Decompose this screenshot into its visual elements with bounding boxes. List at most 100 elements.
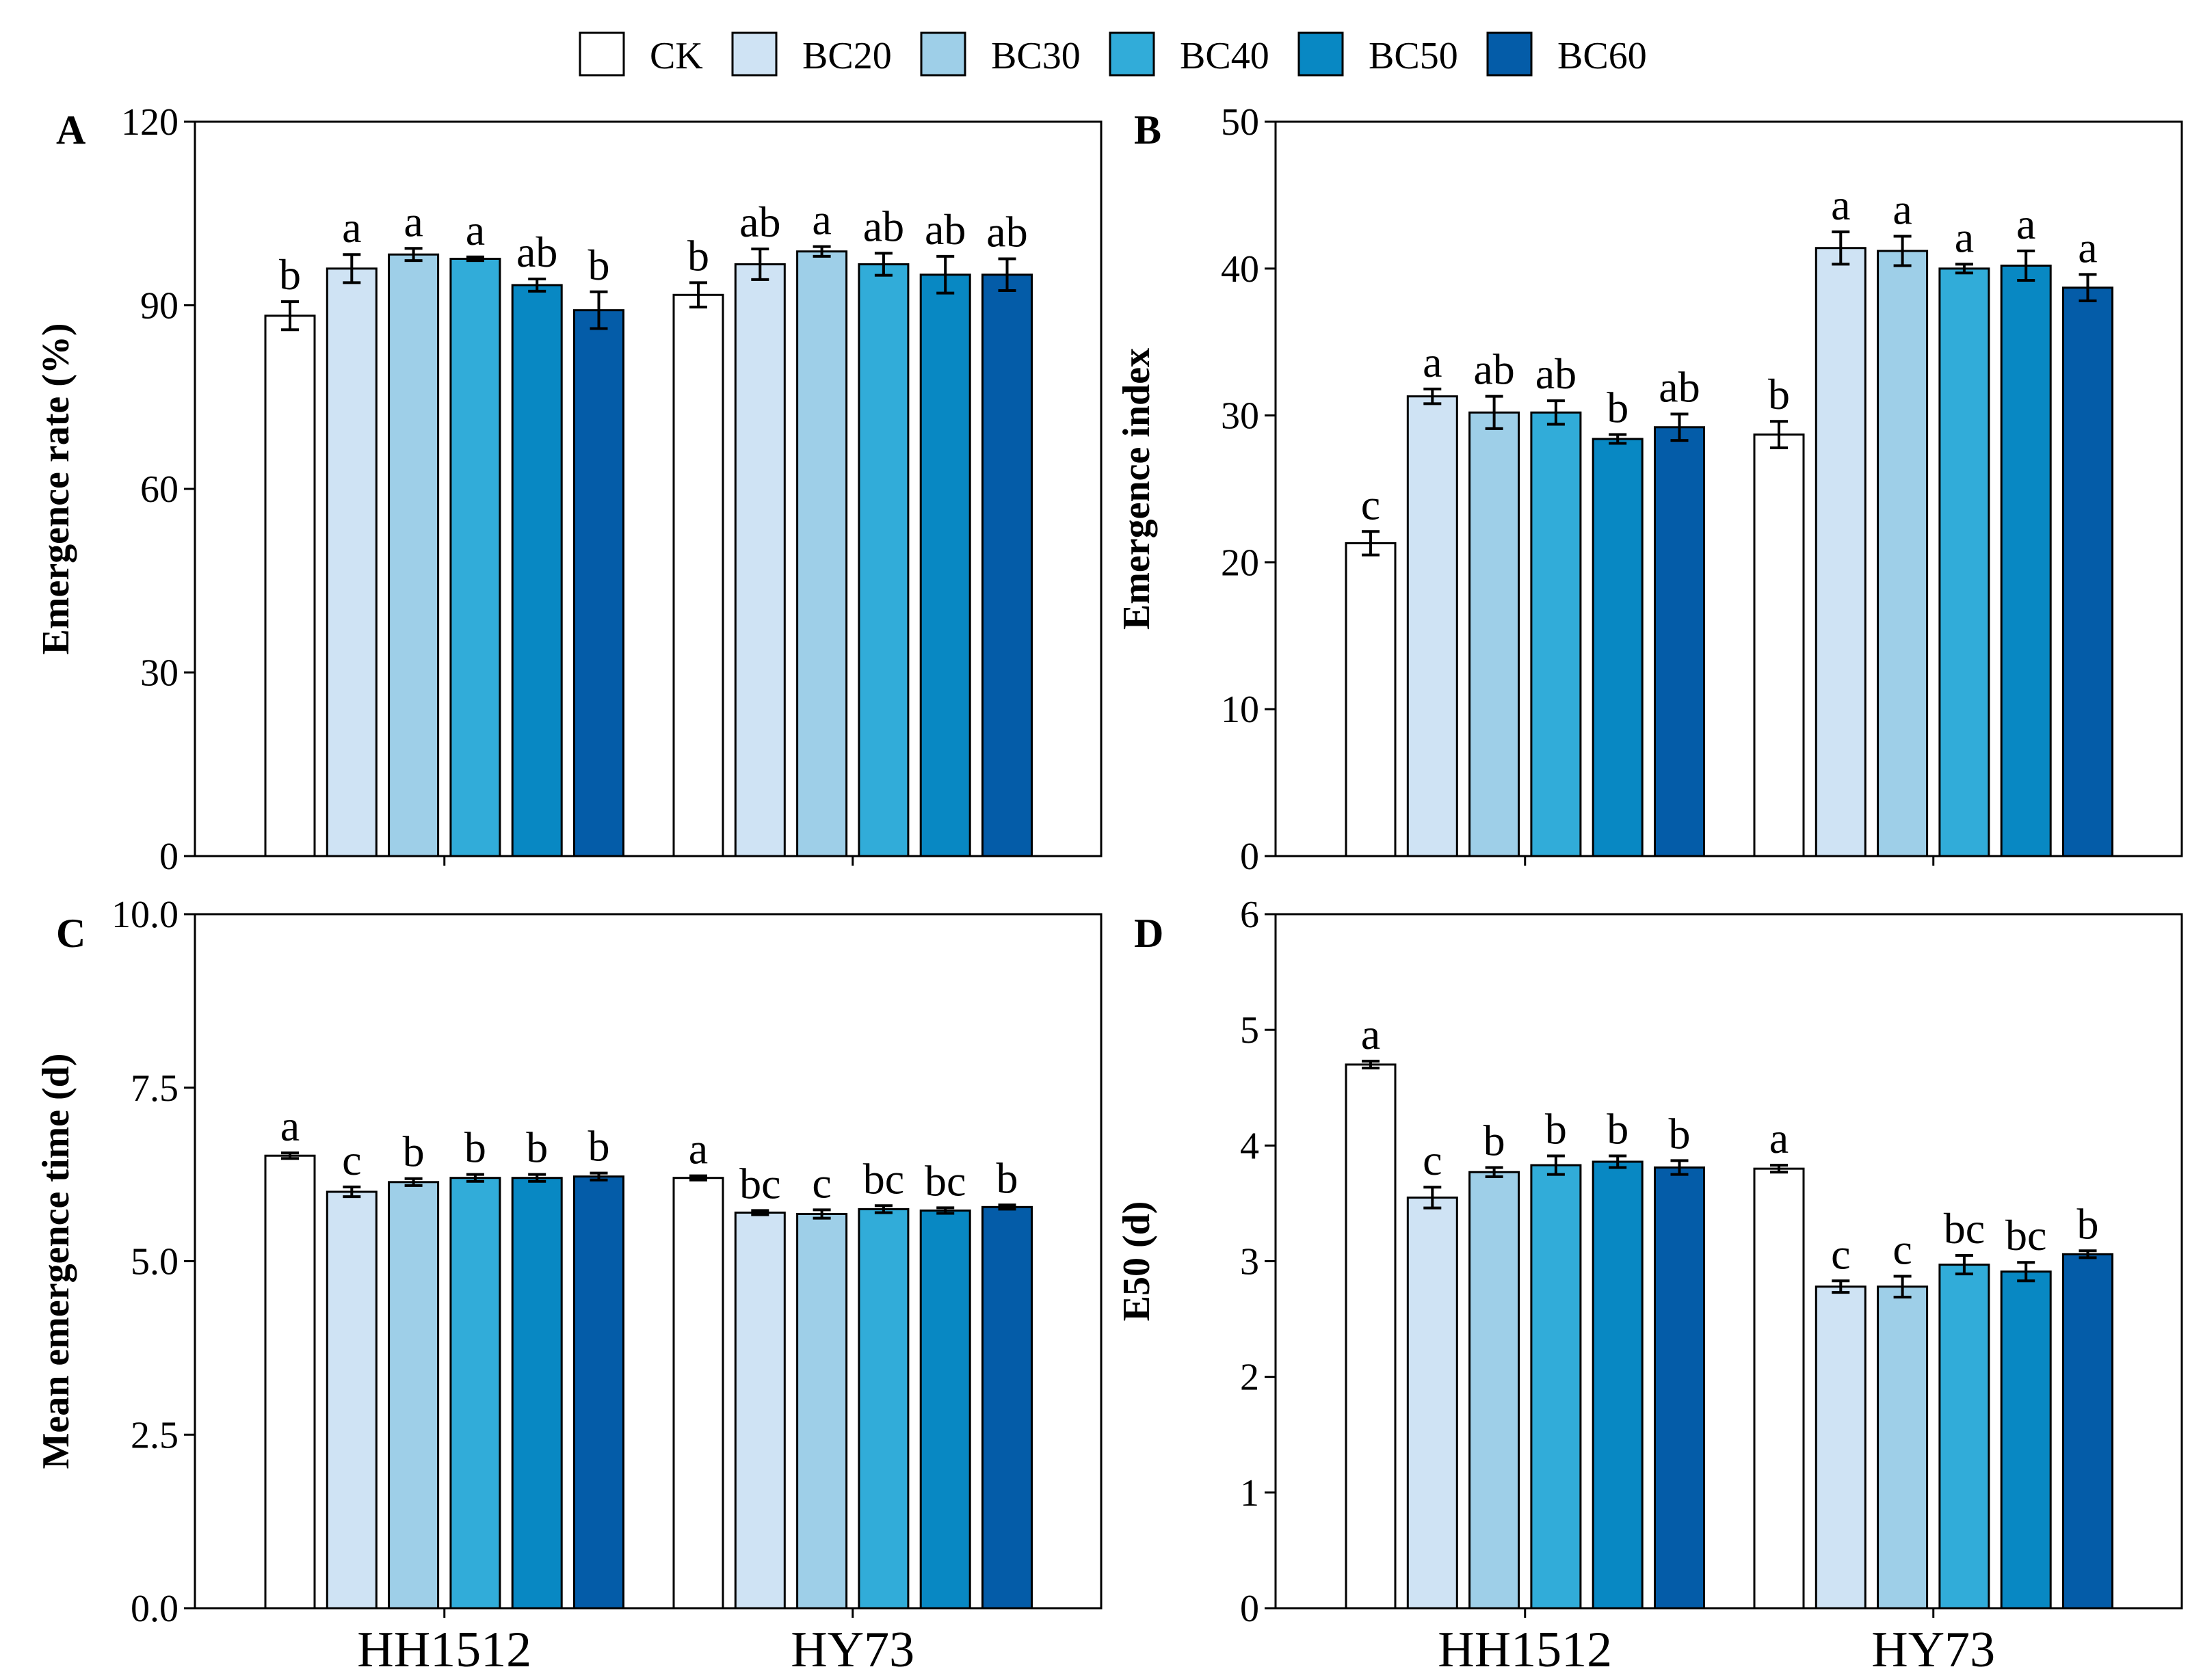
significance-letter: a (2016, 200, 2035, 248)
bar-bc20-hh1512 (1406, 1196, 1458, 1610)
bar-bc40-hy73 (858, 1208, 910, 1610)
significance-letter: c (1423, 1136, 1442, 1184)
significance-letter: b (403, 1128, 425, 1176)
bar-bc40-hh1512 (449, 257, 501, 857)
bar-bc20-hy73 (734, 1211, 786, 1610)
bar-bc20-hy73 (1815, 1285, 1866, 1610)
y-axis-title: Mean emergence time (d) (35, 1054, 77, 1469)
panel-letter: B (1134, 107, 1161, 152)
bar-ck-hy73 (672, 293, 724, 857)
significance-letter: bc (925, 1156, 966, 1205)
bar-bc60-hy73 (981, 1205, 1033, 1610)
y-tick-label: 10 (1221, 689, 1259, 731)
y-tick-label: 50 (1221, 101, 1259, 144)
bar-ck-hh1512 (1345, 542, 1397, 857)
x-category-label: HY73 (1871, 1622, 1995, 1678)
bar-bc60-hy73 (2062, 1253, 2113, 1610)
significance-letter: b (1669, 1109, 1691, 1158)
bar-bc60-hh1512 (573, 1175, 624, 1610)
bar-bc20-hh1512 (326, 1190, 378, 1610)
significance-letter: a (1361, 1010, 1380, 1058)
bar-bc30-hh1512 (388, 253, 440, 857)
bar-bc20-hy73 (1815, 247, 1866, 857)
significance-letter: ab (1473, 345, 1514, 394)
significance-letter: b (279, 250, 301, 299)
significance-letter: a (1769, 1114, 1789, 1162)
significance-letter: a (2078, 223, 2097, 271)
significance-letter: b (687, 231, 709, 280)
significance-letter: a (1423, 338, 1442, 386)
bar-bc60-hy73 (981, 274, 1033, 857)
bar-bc30-hy73 (796, 250, 848, 857)
significance-letter: bc (739, 1159, 780, 1208)
bar-bc50-hy73 (2000, 265, 2052, 857)
significance-letter: ab (1535, 349, 1577, 398)
significance-letter: b (1545, 1105, 1567, 1154)
panel-letter: D (1134, 911, 1163, 956)
bar-bc30-hh1512 (388, 1181, 440, 1610)
bar-ck-hh1512 (264, 1154, 316, 1610)
significance-letter: c (812, 1158, 831, 1207)
y-axis-title: Emergence rate (%) (35, 323, 77, 654)
y-tick-label: 30 (140, 652, 179, 695)
y-tick-label: 5 (1240, 1009, 1259, 1052)
legend-swatch-bc60 (1486, 31, 1533, 77)
y-tick-label: 90 (140, 285, 179, 328)
bar-bc40-hh1512 (1530, 411, 1582, 857)
bar-bc30-hy73 (796, 1212, 848, 1610)
bar-bc20-hh1512 (1406, 395, 1458, 857)
y-tick-label: 0 (1240, 836, 1259, 878)
bar-bc30-hy73 (1877, 1285, 1929, 1610)
legend-label-bc30: BC30 (991, 35, 1081, 77)
significance-letter: c (342, 1136, 361, 1184)
y-tick-label: 5.0 (131, 1241, 179, 1283)
bar-bc30-hh1512 (1468, 411, 1520, 857)
y-tick-label: 120 (121, 101, 179, 144)
legend: CK BC20 BC30 BC40 BC50 BC60 (579, 31, 1647, 77)
significance-letter: c (1361, 480, 1380, 529)
y-tick-label: 2.5 (131, 1414, 179, 1456)
legend-label-bc60: BC60 (1557, 35, 1647, 77)
y-tick-label: 2 (1240, 1357, 1259, 1399)
significance-letter: a (280, 1102, 300, 1150)
y-tick-label: 0 (159, 836, 179, 878)
significance-letter: ab (1659, 362, 1700, 411)
y-tick-label: 0 (1240, 1588, 1259, 1630)
significance-letter: b (588, 1122, 610, 1171)
significance-letter: a (342, 203, 361, 252)
legend-swatch-ck (579, 31, 625, 77)
bar-ck-hy73 (1753, 1167, 1805, 1610)
bar-ck-hy73 (1753, 434, 1805, 857)
bar-bc60-hh1512 (1654, 426, 1705, 857)
significance-letter: a (1955, 213, 1974, 261)
y-axis-title: E50 (d) (1116, 1201, 1158, 1322)
bar-bc50-hy73 (919, 274, 971, 857)
legend-label-ck: CK (650, 35, 703, 77)
bar-bc30-hh1512 (1468, 1171, 1520, 1610)
significance-letter: b (526, 1123, 548, 1172)
y-tick-label: 1 (1240, 1472, 1259, 1515)
significance-letter: c (1892, 1225, 1912, 1273)
legend-swatch-bc20 (731, 31, 778, 77)
y-tick-label: 3 (1240, 1241, 1259, 1283)
bar-bc20-hy73 (734, 263, 786, 857)
y-tick-label: 6 (1240, 894, 1259, 936)
significance-letter: a (466, 206, 485, 254)
bar-ck-hh1512 (1345, 1063, 1397, 1610)
bar-bc40-hh1512 (449, 1177, 501, 1610)
y-tick-label: 30 (1221, 395, 1259, 438)
bar-bc50-hh1512 (1592, 438, 1644, 857)
plot-frame (1274, 120, 2183, 857)
significance-letter: a (812, 196, 831, 244)
bar-bc20-hh1512 (326, 267, 378, 857)
bar-bc60-hh1512 (1654, 1166, 1705, 1610)
y-tick-label: 7.5 (131, 1067, 179, 1110)
significance-letter: c (1831, 1229, 1850, 1278)
significance-letter: bc (2005, 1211, 2046, 1259)
significance-letter: b (1768, 370, 1790, 418)
significance-letter: b (588, 241, 610, 289)
